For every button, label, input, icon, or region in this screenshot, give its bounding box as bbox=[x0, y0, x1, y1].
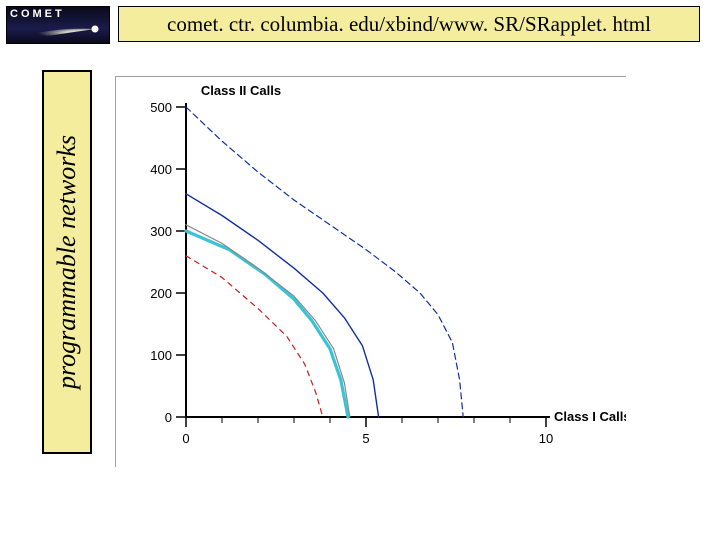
header-bar: COMET comet. ctr. columbia. edu/xbind/ww… bbox=[6, 6, 700, 42]
x-axis-label: Class I Calls bbox=[554, 409, 626, 424]
series-series_gray_inner bbox=[186, 225, 350, 417]
x-tick-label: 0 bbox=[182, 431, 189, 446]
series-series_cyan bbox=[186, 231, 348, 417]
y-tick-label: 500 bbox=[150, 100, 172, 115]
sidebar-panel: programmable networks bbox=[42, 70, 92, 454]
url-text: comet. ctr. columbia. edu/xbind/www. SR/… bbox=[167, 12, 651, 37]
logo-text: COMET bbox=[10, 8, 65, 20]
series-series_blue_dashed_upper bbox=[186, 107, 463, 417]
chart-svg: Class II Calls 0 100 200 300 400 500 0 5 10Class … bbox=[116, 77, 626, 467]
y-tick-label: 300 bbox=[150, 224, 172, 239]
y-tick-label: 0 bbox=[165, 410, 172, 425]
series-series_red_dashed bbox=[186, 256, 323, 417]
url-banner: comet. ctr. columbia. edu/xbind/www. SR/… bbox=[118, 6, 700, 42]
chart-frame: Class II Calls 0 100 200 300 400 500 0 5 10Class … bbox=[115, 76, 626, 467]
series-series_blue_solid_mid bbox=[186, 194, 379, 417]
slide-root: COMET comet. ctr. columbia. edu/xbind/ww… bbox=[0, 0, 720, 540]
y-tick-label: 100 bbox=[150, 348, 172, 363]
sidebar-label: programmable networks bbox=[52, 135, 82, 389]
x-tick-label: 5 bbox=[362, 431, 369, 446]
comet-logo: COMET bbox=[6, 6, 110, 44]
y-tick-label: 200 bbox=[150, 286, 172, 301]
comet-streak-icon bbox=[17, 23, 107, 41]
y-tick-label: 400 bbox=[150, 162, 172, 177]
x-tick-label: 10 bbox=[539, 431, 553, 446]
y-axis-label: Class II Calls bbox=[201, 83, 281, 98]
